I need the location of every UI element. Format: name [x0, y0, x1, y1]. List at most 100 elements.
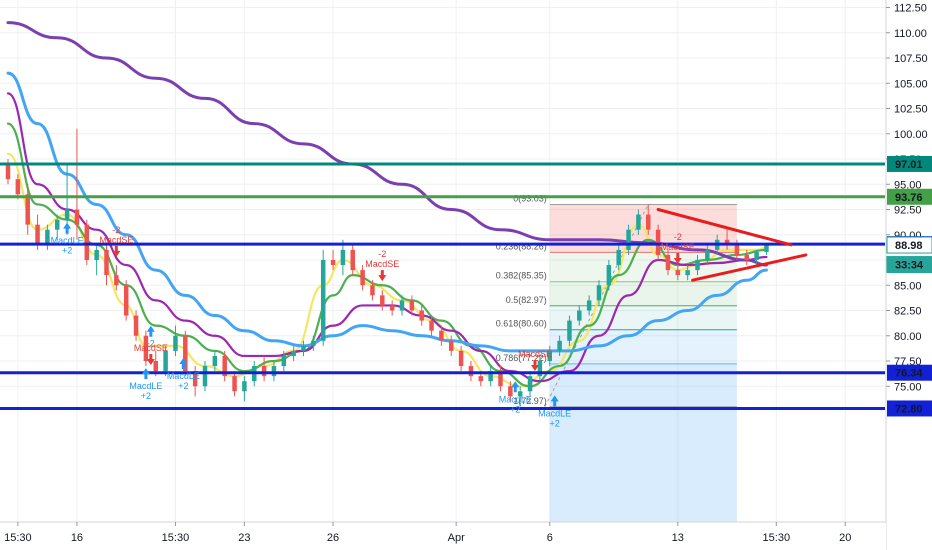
time-tick-label: 16: [71, 532, 83, 544]
price-tick-label: 112.50: [894, 3, 927, 15]
candle-body-31: [311, 340, 316, 346]
candle-body-35: [350, 249, 355, 271]
candle-body-43: [429, 320, 434, 331]
time-axis[interactable]: 15:30 16 15:30 23 26 Apr 6 13 15:30 20: [0, 521, 886, 550]
candle-body-45: [449, 340, 454, 351]
fib-band-5: [549, 363, 737, 407]
level-price-tag-72.80: [887, 400, 932, 417]
candle-body-53: [527, 376, 533, 392]
candle-body-39: [389, 305, 395, 311]
horizontal-levels[interactable]: [0, 162, 885, 410]
fib-band-2: [549, 281, 737, 306]
triangle-trendline-0[interactable]: [656, 208, 793, 247]
level-price-tag-76.34: [887, 364, 932, 381]
time-tick-label: 13: [672, 532, 684, 544]
candle-body-40: [399, 300, 405, 311]
candle-body-44: [439, 330, 444, 341]
macd-long-count: +2: [141, 391, 151, 401]
candle-body-65: [646, 214, 651, 230]
candle-body-48: [478, 376, 484, 382]
candle-body-6: [64, 209, 70, 220]
candle-body-38: [380, 295, 385, 306]
candle-body-8: [84, 224, 90, 260]
candle-body-26: [261, 366, 267, 377]
current-price-tag: [886, 236, 932, 254]
macd-short-count: -2: [378, 249, 386, 259]
candle-body-29: [291, 350, 296, 356]
candle-body-13: [133, 315, 139, 336]
price-tick-label: 75.00: [894, 381, 922, 393]
candle-body-20: [202, 366, 208, 387]
candle-body-74: [734, 244, 740, 255]
candle-body-59: [586, 300, 592, 311]
candle-body-33: [330, 260, 336, 266]
fib-level-label-0.786: 0.786(77.22): [496, 353, 547, 363]
candle-body-42: [419, 310, 424, 321]
price-tick-label: 80.00: [894, 331, 922, 343]
candle-body-34: [340, 249, 346, 266]
level-price-tag-text: 72.80: [895, 403, 923, 415]
candle-body-5: [55, 219, 60, 230]
price-tick-label: 85.00: [894, 280, 922, 292]
macd-short-arrow-icon: [146, 353, 155, 365]
macd-long-label: MacdLE: [167, 371, 200, 381]
macd-long-arrow-icon: [141, 368, 150, 380]
candle-body-67: [665, 254, 671, 271]
candle-body-60: [596, 285, 602, 301]
level-price-tag-93.76: [887, 188, 932, 205]
candle-body-2: [25, 194, 30, 225]
fib-level-label-0.5: 0.5(82.97): [506, 295, 547, 305]
price-tick-label: 92.50: [894, 205, 922, 217]
price-tick-label: 82.50: [894, 306, 922, 318]
candle-body-15: [153, 361, 158, 372]
macd-long-label: MacdLE: [51, 236, 84, 246]
macd-long-count: +2: [550, 418, 560, 428]
candle-body-47: [468, 366, 474, 377]
triangle-trendline-1[interactable]: [691, 253, 808, 282]
current-price-tag-text: 88.98: [895, 240, 923, 252]
fib-level-label-0.618: 0.618(80.60): [496, 319, 547, 329]
macd-long-label: MacdLE: [129, 381, 162, 391]
candle-body-55: [547, 350, 552, 361]
candle-body-58: [577, 310, 582, 321]
candle-body-17: [173, 335, 178, 351]
macd-short-label: MacdSE: [661, 242, 695, 252]
fib-level-label-1: 1(72.97): [513, 396, 547, 406]
candle-body-32: [320, 260, 326, 341]
time-tick-label: 26: [327, 532, 339, 544]
candle-body-30: [301, 345, 306, 351]
candle-body-4: [45, 229, 50, 245]
candle-body-36: [360, 270, 365, 286]
candle-body-68: [675, 270, 681, 276]
level-price-tag-97.01: [887, 155, 932, 172]
macd-long-arrow-icon: [550, 395, 559, 407]
macd-short-arrow-icon: [673, 252, 682, 264]
fib-level-label-0.236: 0.236(88.26): [496, 241, 547, 251]
time-tick-label: 20: [839, 532, 851, 544]
candle-body-52: [517, 391, 523, 397]
macd-short-arrow-icon: [378, 270, 387, 282]
candle-body-21: [212, 355, 218, 367]
candle-body-1: [15, 179, 21, 195]
level-price-tag-text: 97.01: [895, 159, 923, 171]
candle-body-12: [123, 285, 129, 316]
macd-short-count: -2: [674, 232, 682, 242]
moving-average-line-3: [6, 71, 768, 353]
time-tick-label: 23: [238, 532, 250, 544]
candle-body-66: [655, 229, 661, 255]
price-tick-label: 100.00: [894, 129, 928, 141]
time-tick-label: 15:30: [763, 532, 791, 544]
candle-body-51: [508, 386, 513, 397]
candle-body-3: [35, 224, 40, 245]
price-tick-label: 102.50: [894, 104, 928, 116]
candle-body-23: [232, 376, 237, 392]
fib-level-label-0.382: 0.382(85.35): [496, 271, 547, 281]
triangle-pattern[interactable]: [656, 208, 808, 282]
candle-body-27: [271, 366, 277, 377]
level-price-tag-text: 76.34: [895, 368, 923, 380]
macd-short-arrow-icon: [112, 245, 121, 257]
candle-body-14: [143, 335, 149, 361]
macd-long-arrow-icon: [179, 358, 188, 370]
price-axis[interactable]: 112.50110.00107.50105.00102.50100.0097.5…: [885, 0, 932, 550]
